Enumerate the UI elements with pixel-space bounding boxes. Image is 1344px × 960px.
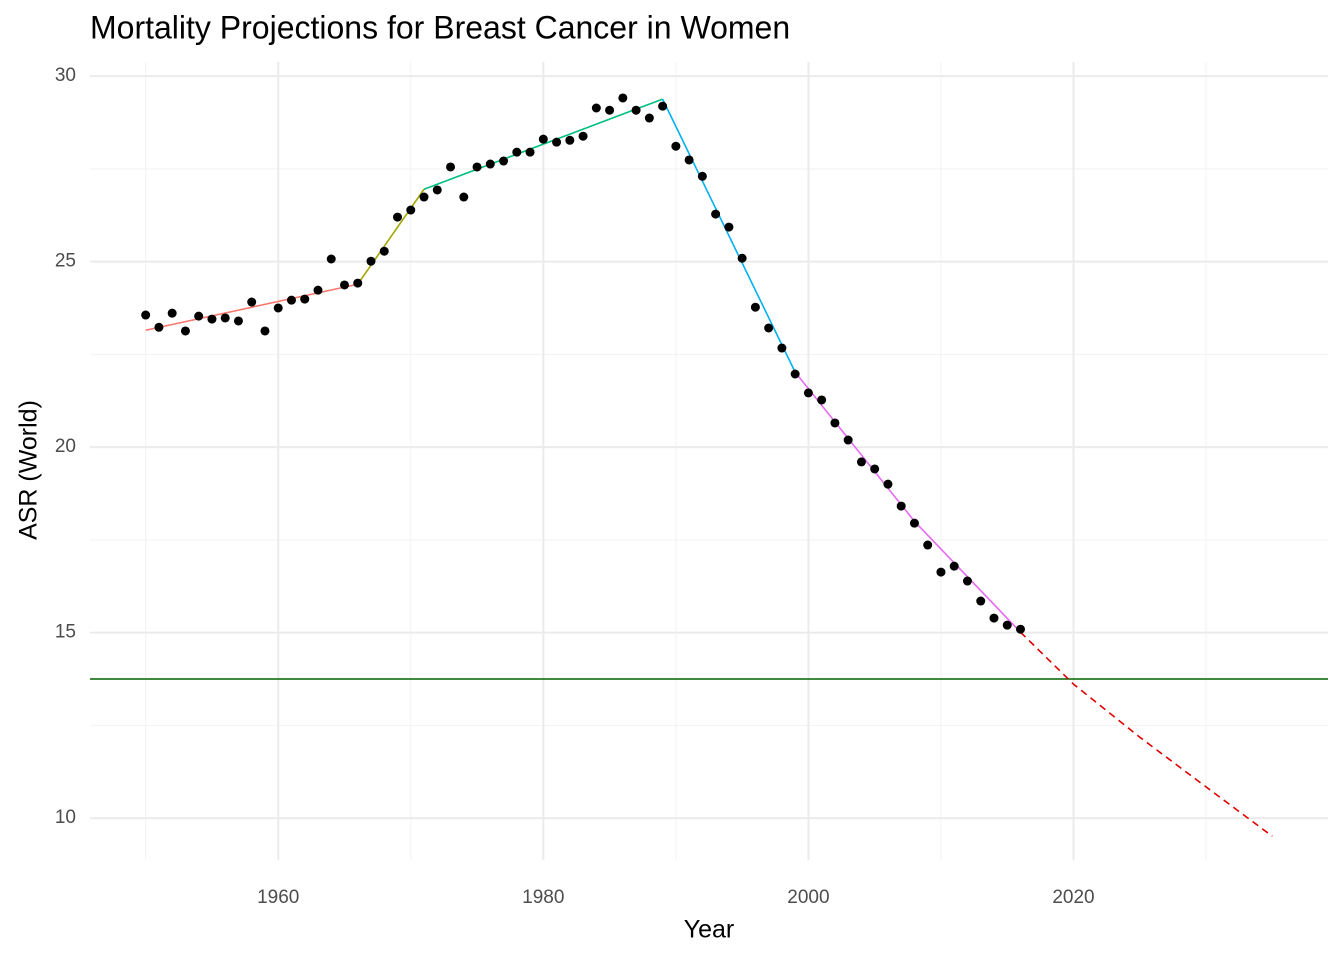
data-point — [273, 303, 283, 313]
x-tick-label: 2020 — [1052, 887, 1094, 908]
data-point — [711, 209, 721, 219]
x-tick-label: 1960 — [257, 887, 299, 908]
data-point — [949, 561, 959, 571]
segment-line — [423, 98, 663, 190]
data-point — [1015, 624, 1025, 634]
data-point — [644, 113, 654, 123]
x-axis-title: Year — [684, 916, 735, 944]
data-point — [472, 162, 482, 172]
data-point — [1002, 620, 1012, 630]
data-point — [856, 457, 866, 467]
data-point — [552, 137, 562, 147]
y-tick-label: 30 — [55, 65, 76, 86]
y-tick-label: 20 — [55, 436, 76, 457]
data-point — [366, 256, 376, 266]
data-point — [432, 185, 442, 195]
data-point — [883, 479, 893, 489]
data-point — [830, 418, 840, 428]
data-point — [909, 518, 919, 528]
data-point — [605, 105, 615, 115]
data-point — [896, 501, 906, 511]
data-point — [180, 326, 190, 336]
data-point — [167, 308, 177, 318]
data-point — [684, 155, 694, 165]
data-point — [764, 323, 774, 333]
data-point — [260, 326, 270, 336]
y-tick-label: 15 — [55, 622, 76, 643]
data-point — [870, 464, 880, 474]
segment-line — [145, 283, 358, 332]
data-point — [379, 246, 389, 256]
data-point — [777, 343, 787, 353]
data-point — [525, 147, 535, 157]
data-point — [565, 135, 575, 145]
data-point — [207, 314, 217, 324]
y-axis-title: ASR (World) — [15, 400, 43, 540]
x-tick-label: 1980 — [522, 887, 564, 908]
data-point — [339, 280, 349, 290]
data-point — [936, 567, 946, 577]
data-point — [141, 310, 151, 320]
data-point — [817, 395, 827, 405]
data-point — [459, 192, 469, 202]
data-point — [989, 613, 999, 623]
data-point — [790, 369, 800, 379]
data-point — [154, 322, 164, 332]
segment-line — [1019, 631, 1273, 837]
chart-title: Mortality Projections for Breast Cancer … — [90, 9, 790, 45]
data-point — [750, 302, 760, 312]
data-point — [220, 313, 230, 323]
data-point — [499, 156, 509, 166]
data-point — [194, 311, 204, 321]
data-point — [512, 147, 522, 157]
data-point — [618, 93, 628, 103]
segment-line — [357, 188, 425, 285]
data-point — [406, 205, 416, 215]
x-tick-label: 2000 — [787, 887, 829, 908]
data-point — [313, 285, 323, 295]
segment-line — [794, 371, 1022, 633]
y-tick-label: 10 — [55, 807, 76, 828]
data-point — [923, 540, 933, 550]
data-point — [843, 435, 853, 445]
data-point — [286, 295, 296, 305]
data-point — [485, 159, 495, 169]
data-point — [658, 101, 668, 111]
data-point — [697, 171, 707, 181]
data-point — [326, 254, 336, 264]
data-point — [578, 131, 588, 141]
data-point — [803, 388, 813, 398]
data-point — [247, 297, 257, 307]
data-point — [591, 103, 601, 113]
data-point — [737, 253, 747, 263]
data-point — [631, 105, 641, 115]
data-point — [538, 134, 548, 144]
data-point — [233, 316, 243, 326]
data-point — [724, 222, 734, 232]
data-point — [976, 596, 986, 606]
data-point — [353, 278, 363, 288]
data-point — [671, 141, 681, 151]
segment-line — [661, 98, 796, 373]
data-point — [419, 192, 429, 202]
data-point — [962, 576, 972, 586]
data-point — [446, 162, 456, 172]
data-point — [300, 294, 310, 304]
y-tick-label: 25 — [55, 251, 76, 272]
data-point — [393, 212, 403, 222]
